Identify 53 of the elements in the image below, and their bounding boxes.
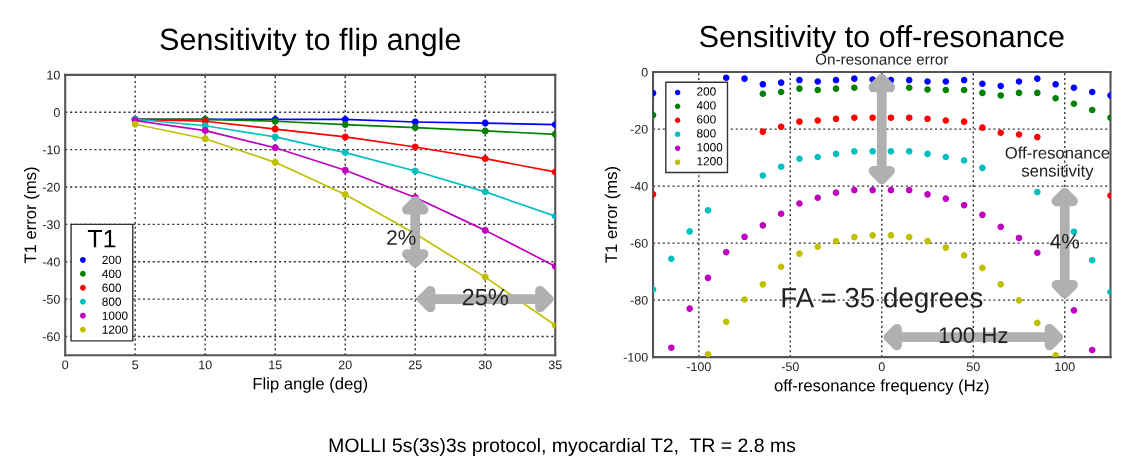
text: On-resonance error — [815, 53, 949, 65]
annotation: Off-resonance sensitivity — [1005, 146, 1110, 181]
chart-title: Sensitivity to flip angle — [160, 27, 461, 57]
y-tick-label: 10 — [47, 70, 60, 80]
y-tick-label: 0 — [641, 67, 648, 77]
legend-label: 400 — [102, 269, 122, 279]
legend-label: 1000 — [102, 311, 128, 320]
x-tick-label: -50 — [781, 362, 799, 372]
x-tick-label: 25 — [408, 360, 422, 370]
x-tick-label: 10 — [199, 360, 212, 370]
y-axis-title: T1 error (ms) — [604, 167, 621, 263]
x-tick-label: 0 — [62, 360, 69, 370]
y-tick-label: 0 — [53, 108, 60, 117]
y-tick-label: -80 — [630, 295, 648, 305]
legend-label: 200 — [697, 87, 716, 96]
annotation: 4% — [1050, 234, 1080, 249]
y-axis-title: T1 error (ms) — [23, 167, 40, 264]
y-tick-label: -100 — [623, 352, 648, 362]
legend-label: 800 — [697, 129, 716, 138]
x-tick-label: 35 — [548, 360, 562, 370]
x-tick-label: 100 — [1055, 362, 1075, 372]
y-tick-label: -30 — [42, 220, 60, 230]
x-tick-label: 30 — [478, 360, 492, 370]
text: MOLLI 5s(3s)3s protocol, myocardial T2, TR = 2.8 ms — [329, 437, 796, 456]
legend-label: 200 — [102, 255, 122, 265]
x-tick-label: 50 — [966, 362, 980, 372]
chart-title: Sensitivity to off-resonance — [700, 24, 1064, 54]
x-axis-title: off-resonance frequency (Hz) — [774, 379, 989, 395]
x-tick-label: 15 — [269, 360, 282, 370]
annotation: 100 Hz — [939, 327, 1008, 344]
legend-label: 1200 — [102, 325, 128, 334]
y-tick-label: -60 — [630, 238, 648, 248]
legend-label: 600 — [697, 115, 716, 124]
x-tick-label: 0 — [878, 362, 885, 372]
x-axis-title: Flip angle (deg) — [253, 377, 368, 393]
legend-label: 400 — [696, 101, 716, 110]
y-tick-label: -10 — [42, 145, 60, 155]
legend-label: 1200 — [697, 157, 723, 166]
y-tick-label: -40 — [630, 181, 648, 191]
legend-label: 600 — [102, 283, 122, 292]
y-tick-label: -40 — [42, 257, 60, 267]
x-tick-label: 20 — [338, 360, 352, 370]
annotation: 2% — [387, 230, 416, 245]
legend-title: T1 — [87, 230, 116, 248]
annotation: FA = 35 degrees — [782, 287, 983, 314]
x-tick-label: 5 — [132, 360, 139, 370]
y-tick-label: -60 — [42, 332, 60, 342]
y-tick-label: -50 — [42, 294, 60, 304]
y-tick-label: -20 — [630, 124, 648, 134]
x-tick-label: -100 — [686, 362, 711, 372]
legend-label: 1000 — [697, 143, 723, 152]
y-tick-label: -20 — [42, 182, 60, 192]
legend-label: 800 — [102, 297, 122, 306]
